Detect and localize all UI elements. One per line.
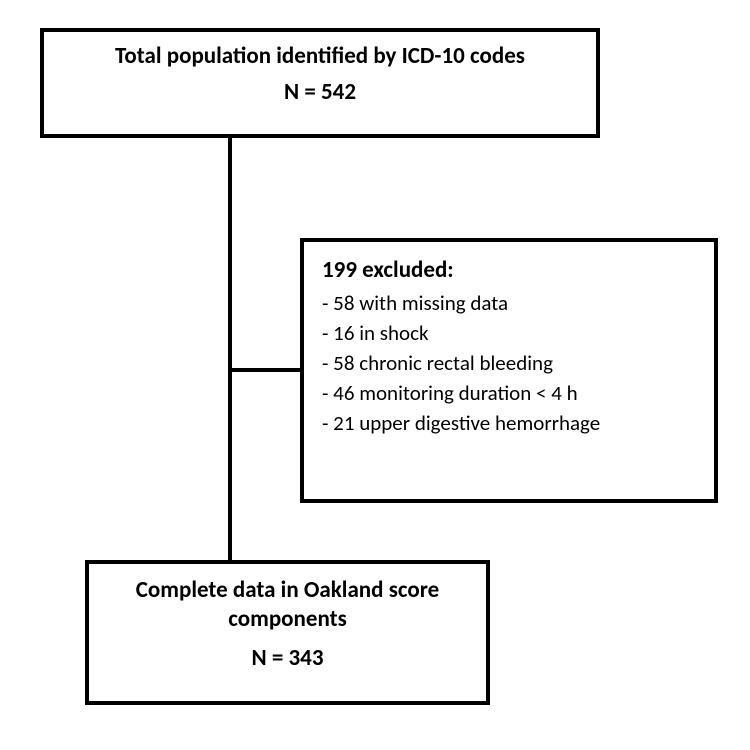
exclusion-item: - 46 monitoring duration < 4 h — [322, 380, 696, 406]
node-total-population-count: N = 542 — [56, 78, 584, 106]
exclusion-item: - 58 with missing data — [322, 290, 696, 316]
node-total-population-title: Total population identified by ICD-10 co… — [56, 42, 584, 70]
node-exclusions-list: - 58 with missing data - 16 in shock - 5… — [322, 290, 696, 436]
exclusion-item: - 21 upper digestive hemorrhage — [322, 410, 696, 436]
node-exclusions-title: 199 excluded: — [322, 256, 696, 284]
flowchart-canvas: Total population identified by ICD-10 co… — [0, 0, 750, 750]
node-exclusions: 199 excluded: - 58 with missing data - 1… — [300, 238, 718, 503]
exclusion-item: - 16 in shock — [322, 320, 696, 346]
node-total-population: Total population identified by ICD-10 co… — [40, 28, 600, 138]
node-complete-data-title: Complete data in Oakland score component… — [107, 576, 468, 634]
node-complete-data: Complete data in Oakland score component… — [85, 560, 490, 705]
exclusion-item: - 58 chronic rectal bleeding — [322, 350, 696, 376]
node-complete-data-count: N = 343 — [107, 644, 468, 672]
